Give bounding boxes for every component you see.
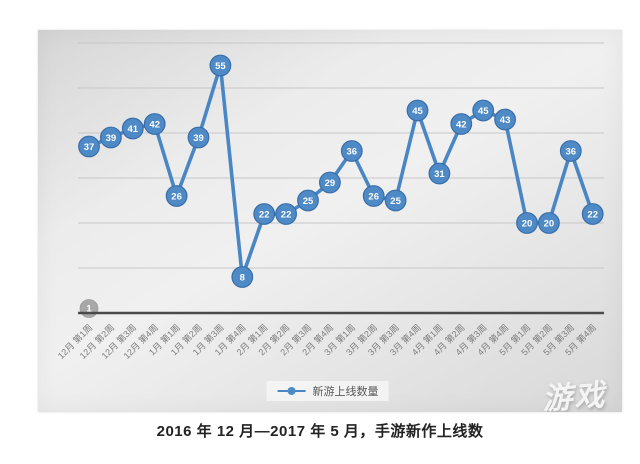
data-point-marker xyxy=(187,126,210,149)
legend-line-marker-icon xyxy=(277,387,306,395)
data-point-marker xyxy=(340,140,363,162)
legend-label: 新游上线数量 xyxy=(312,386,379,398)
data-point-marker xyxy=(472,99,495,122)
annotation-label: 1 xyxy=(86,304,92,315)
data-point-marker xyxy=(121,117,144,140)
data-point-label: 37 xyxy=(84,142,95,153)
data-point-marker xyxy=(319,171,341,194)
data-point-label: 55 xyxy=(215,61,226,72)
data-point-marker xyxy=(494,108,517,131)
data-point-label: 45 xyxy=(478,106,489,117)
data-point-marker xyxy=(100,126,122,149)
chart-panel: 1 12月 第1周 12月 第2周 12月 第3周 12月 第4周 1月 第1周 1月 第2… xyxy=(38,30,622,412)
data-point-marker xyxy=(538,212,560,234)
chart-legend: 新游上线数量 xyxy=(266,381,389,401)
data-point-label: 26 xyxy=(171,191,182,202)
data-point-label: 22 xyxy=(259,209,270,220)
data-point-marker xyxy=(275,203,298,225)
series-line xyxy=(87,63,595,279)
data-point-label: 20 xyxy=(544,218,555,229)
data-point-label: 20 xyxy=(522,218,533,229)
data-point-label: 31 xyxy=(434,169,445,180)
data-point-label: 36 xyxy=(347,146,358,157)
data-point-label: 39 xyxy=(193,133,204,144)
chart-caption: 2016 年 12 月—2017 年 5 月，手游新作上线数 xyxy=(156,423,484,440)
data-point-label: 25 xyxy=(303,196,314,207)
data-point-label: 39 xyxy=(106,133,117,144)
data-point-label: 26 xyxy=(368,191,379,202)
data-point-label: 42 xyxy=(149,119,160,130)
data-point-label: 25 xyxy=(390,196,401,207)
data-point-marker xyxy=(209,54,232,77)
data-point-label: 36 xyxy=(566,146,577,157)
data-point-marker xyxy=(165,185,188,207)
data-point-marker xyxy=(516,212,538,234)
data-point-marker xyxy=(559,140,582,162)
data-point-label: 22 xyxy=(587,209,598,220)
data-point-marker xyxy=(253,203,276,225)
data-point-marker xyxy=(297,189,319,212)
data-point-marker xyxy=(231,266,254,288)
data-point-label: 8 xyxy=(240,272,245,283)
data-point-marker xyxy=(406,99,429,122)
data-point-label: 42 xyxy=(456,119,467,130)
data-point-label: 43 xyxy=(500,115,511,126)
data-point-label: 29 xyxy=(325,178,336,189)
data-point-marker xyxy=(581,203,604,225)
data-point-marker xyxy=(143,113,166,135)
data-point-label: 41 xyxy=(128,124,139,135)
data-point-label: 22 xyxy=(281,209,292,220)
data-point-label: 45 xyxy=(412,106,423,117)
data-point-marker xyxy=(384,189,407,212)
data-point-marker xyxy=(450,113,473,135)
data-point-marker xyxy=(78,135,100,158)
data-point-marker xyxy=(428,162,451,185)
data-point-marker xyxy=(362,185,385,207)
